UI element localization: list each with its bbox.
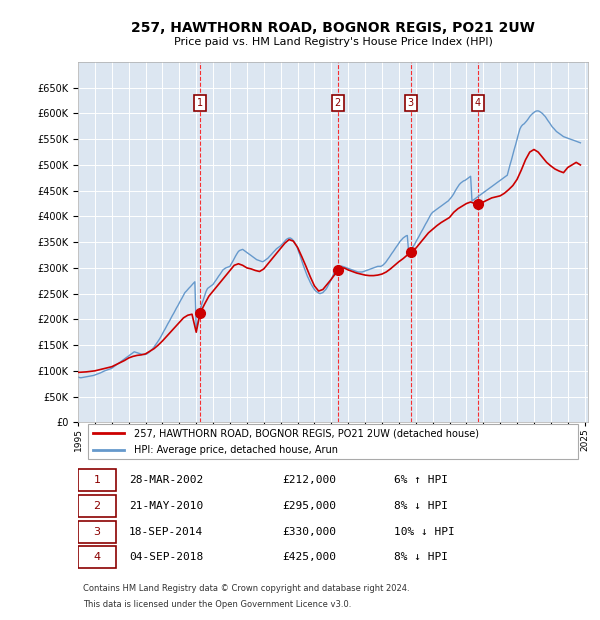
Text: 4: 4: [94, 552, 100, 562]
Text: 04-SEP-2018: 04-SEP-2018: [129, 552, 203, 562]
FancyBboxPatch shape: [88, 424, 578, 459]
Text: 8% ↓ HPI: 8% ↓ HPI: [394, 552, 448, 562]
Text: 3: 3: [94, 526, 100, 537]
Text: 8% ↓ HPI: 8% ↓ HPI: [394, 501, 448, 511]
Text: 10% ↓ HPI: 10% ↓ HPI: [394, 526, 455, 537]
Text: £212,000: £212,000: [282, 475, 336, 485]
Text: 28-MAR-2002: 28-MAR-2002: [129, 475, 203, 485]
Text: HPI: Average price, detached house, Arun: HPI: Average price, detached house, Arun: [134, 445, 338, 455]
Text: £330,000: £330,000: [282, 526, 336, 537]
Text: £425,000: £425,000: [282, 552, 336, 562]
Text: £295,000: £295,000: [282, 501, 336, 511]
Text: 257, HAWTHORN ROAD, BOGNOR REGIS, PO21 2UW: 257, HAWTHORN ROAD, BOGNOR REGIS, PO21 2…: [131, 21, 535, 35]
Text: This data is licensed under the Open Government Licence v3.0.: This data is licensed under the Open Gov…: [83, 600, 352, 609]
Text: 4: 4: [475, 98, 481, 108]
FancyBboxPatch shape: [78, 495, 116, 517]
Text: 2: 2: [94, 501, 100, 511]
Text: 6% ↑ HPI: 6% ↑ HPI: [394, 475, 448, 485]
FancyBboxPatch shape: [78, 521, 116, 542]
Text: 3: 3: [408, 98, 414, 108]
Text: 21-MAY-2010: 21-MAY-2010: [129, 501, 203, 511]
Text: Price paid vs. HM Land Registry's House Price Index (HPI): Price paid vs. HM Land Registry's House …: [173, 37, 493, 47]
Text: 1: 1: [197, 98, 203, 108]
FancyBboxPatch shape: [78, 469, 116, 491]
Text: 257, HAWTHORN ROAD, BOGNOR REGIS, PO21 2UW (detached house): 257, HAWTHORN ROAD, BOGNOR REGIS, PO21 2…: [134, 428, 479, 438]
Text: 1: 1: [94, 475, 100, 485]
Text: 2: 2: [335, 98, 341, 108]
Text: Contains HM Land Registry data © Crown copyright and database right 2024.: Contains HM Land Registry data © Crown c…: [83, 585, 410, 593]
FancyBboxPatch shape: [78, 546, 116, 569]
Text: 18-SEP-2014: 18-SEP-2014: [129, 526, 203, 537]
